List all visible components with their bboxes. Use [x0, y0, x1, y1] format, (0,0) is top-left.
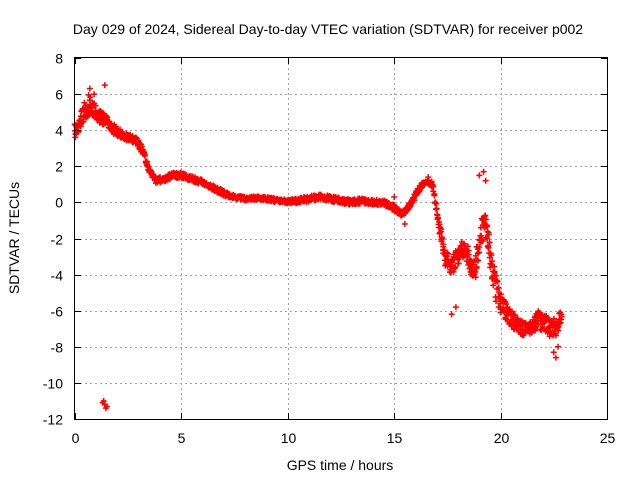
- data-point-marker: [550, 349, 557, 356]
- ticks: [75, 58, 608, 420]
- data-point-marker: [530, 319, 537, 326]
- data-point-marker: [476, 243, 483, 250]
- data-point-marker: [495, 284, 502, 291]
- plot-frame: [74, 57, 608, 420]
- y-tick-label: -10: [43, 376, 63, 392]
- data-point-marker: [138, 143, 145, 150]
- data-point-marker: [450, 268, 457, 275]
- data-point-marker: [433, 200, 440, 207]
- x-tick-label: 25: [600, 430, 616, 446]
- data-point-marker: [92, 102, 99, 109]
- data-point-marker: [77, 123, 84, 130]
- data-point-marker: [558, 316, 565, 323]
- data-point-marker: [508, 308, 515, 315]
- data-point-marker: [497, 291, 504, 298]
- data-point-marker: [425, 174, 432, 181]
- y-tick-label: 6: [55, 87, 63, 103]
- data-point-marker: [465, 251, 472, 258]
- x-tick-label: 10: [281, 430, 297, 446]
- data-point-marker: [99, 399, 106, 406]
- data-point-marker: [490, 282, 497, 289]
- grid: [75, 58, 607, 419]
- y-tick-label: -12: [43, 412, 63, 428]
- data-point-marker: [461, 252, 468, 259]
- data-point-marker: [430, 188, 437, 195]
- data-point-marker: [482, 177, 489, 184]
- y-tick-label: 8: [55, 51, 63, 67]
- x-axis-label: GPS time / hours: [287, 457, 394, 473]
- y-axis-label: SDTVAR / TECUs: [6, 182, 22, 294]
- data-point-marker: [401, 221, 408, 228]
- y-tick-label: -6: [51, 304, 64, 320]
- data-point-marker: [473, 265, 480, 272]
- data-point-marker: [444, 250, 451, 257]
- data-point-marker: [455, 260, 462, 267]
- data-point-marker: [475, 257, 482, 264]
- data-point-marker: [485, 229, 492, 236]
- data-point-marker: [101, 82, 108, 89]
- data-point-marker: [486, 239, 493, 246]
- data-point-marker: [555, 343, 562, 350]
- data-point-marker: [552, 354, 559, 361]
- data-point-marker: [503, 300, 510, 307]
- data-point-marker: [483, 222, 490, 229]
- data-point-marker: [500, 306, 507, 313]
- data-point-marker: [482, 216, 489, 223]
- x-tick-label: 0: [72, 430, 80, 446]
- data-point-marker: [472, 269, 479, 276]
- data-point-marker: [491, 269, 498, 276]
- chart-title: Day 029 of 2024, Sidereal Day-to-day VTE…: [73, 21, 583, 37]
- data-layer: [71, 82, 565, 412]
- data-point-marker: [479, 238, 486, 245]
- data-point-marker: [464, 243, 471, 250]
- data-point-marker: [494, 278, 501, 285]
- data-point-marker: [439, 235, 446, 242]
- y-tick-label: 0: [55, 195, 63, 211]
- x-tick-label: 5: [178, 430, 186, 446]
- data-point-marker: [389, 206, 396, 213]
- data-point-marker: [431, 191, 438, 198]
- data-point-marker: [452, 304, 459, 311]
- data-point-marker: [438, 226, 445, 233]
- data-point-marker: [476, 249, 483, 256]
- data-point-marker: [480, 168, 487, 175]
- data-point-marker: [488, 252, 495, 259]
- data-point-marker: [484, 228, 491, 235]
- data-point-marker: [484, 235, 491, 242]
- data-point-marker: [481, 213, 488, 220]
- data-point-marker: [430, 183, 437, 190]
- data-point-marker: [558, 311, 565, 318]
- data-point-marker: [552, 332, 559, 339]
- y-tick-label: -4: [51, 268, 64, 284]
- data-point-marker: [91, 91, 98, 98]
- data-point-marker: [440, 243, 447, 250]
- data-point-marker: [511, 312, 518, 319]
- y-tick-label: -2: [51, 232, 64, 248]
- data-point-marker: [391, 193, 398, 200]
- data-point-marker: [556, 320, 563, 327]
- data-point-marker: [489, 258, 496, 265]
- y-tick-label: 2: [55, 159, 63, 175]
- data-point-marker: [485, 244, 492, 251]
- data-point-marker: [472, 274, 479, 281]
- y-tick-labels: -12 -10 -8 -6 -4 -2 0 2 4 6 8: [43, 51, 63, 428]
- data-point-marker: [448, 311, 455, 318]
- data-point-marker: [86, 85, 93, 92]
- data-point-marker: [438, 236, 445, 243]
- data-point-marker: [436, 221, 443, 228]
- y-tick-label: 4: [55, 123, 63, 139]
- data-point-marker: [433, 205, 440, 212]
- y-tick-label: -8: [51, 340, 64, 356]
- x-tick-labels: 0 5 10 15 20 25: [72, 430, 616, 446]
- data-point-marker: [452, 264, 459, 271]
- x-tick-label: 20: [494, 430, 510, 446]
- x-tick-label: 15: [387, 430, 403, 446]
- data-point-marker: [443, 249, 450, 256]
- data-point-marker: [476, 172, 483, 179]
- data-point-marker: [555, 327, 562, 334]
- data-point-marker: [104, 114, 111, 121]
- data-point-marker: [141, 152, 148, 159]
- data-point-marker: [103, 403, 110, 410]
